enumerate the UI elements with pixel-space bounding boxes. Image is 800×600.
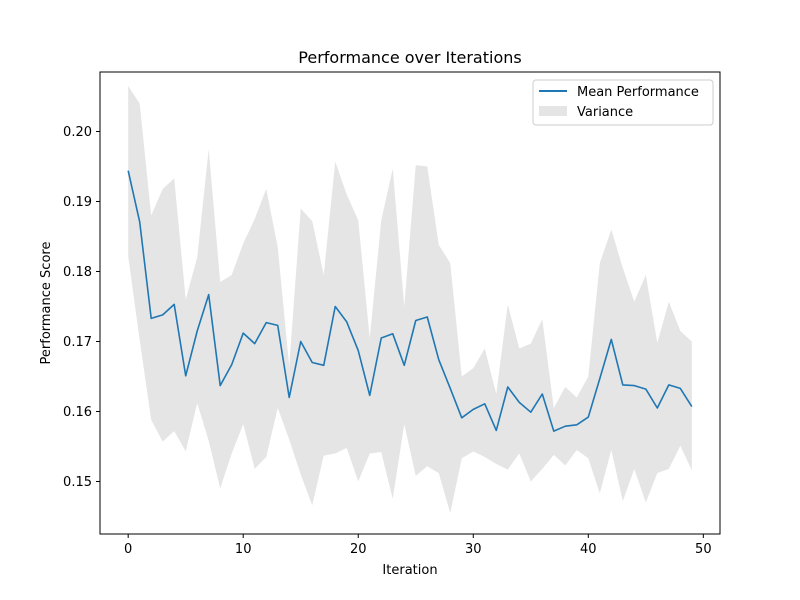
y-tick-label: 0.19 <box>63 195 92 210</box>
variance-band <box>128 86 692 513</box>
legend-entry-mean-performance: Mean Performance <box>577 85 699 100</box>
y-tick-label: 0.20 <box>63 125 92 140</box>
x-tick-label: 40 <box>580 542 597 557</box>
x-tick-label: 20 <box>350 542 367 557</box>
y-tick-label: 0.16 <box>63 405 92 420</box>
x-tick-label: 30 <box>465 542 482 557</box>
x-tick-label: 10 <box>235 542 252 557</box>
y-tick-label: 0.18 <box>63 265 92 280</box>
legend-band-swatch <box>539 106 567 116</box>
y-axis-label: Performance Score <box>39 242 54 365</box>
mean-performance-line <box>127 170 693 432</box>
legend-box <box>532 79 714 126</box>
chart-title: Performance over Iterations <box>298 48 521 67</box>
y-tick-label: 0.15 <box>63 475 92 490</box>
y-axis-ticks: 0.15 0.16 0.17 0.18 0.19 0.20 <box>63 125 100 490</box>
x-tick-label: 50 <box>695 542 712 557</box>
x-axis-label: Iteration <box>382 563 437 578</box>
plot-area <box>99 71 721 535</box>
axes-frame <box>99 71 721 535</box>
legend: Mean Performance Variance <box>532 79 714 126</box>
x-axis-ticks: 0 10 20 30 40 50 <box>124 534 712 557</box>
x-tick-label: 0 <box>124 542 132 557</box>
legend-entry-variance: Variance <box>577 105 633 120</box>
y-tick-label: 0.17 <box>63 335 92 350</box>
